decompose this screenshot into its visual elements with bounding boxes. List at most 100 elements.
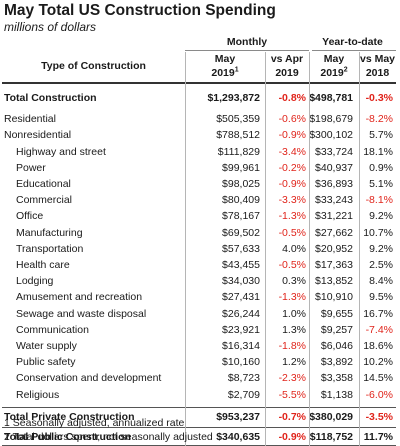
footnote-2: 2 Total dollars spent, not seasonally ad… <box>4 431 213 443</box>
construction-type-label: Office <box>16 210 44 223</box>
vs-may-cell: -8.2% <box>365 113 393 126</box>
vs-apr-cell: -0.6% <box>278 113 306 126</box>
vs-apr-cell: -3.4% <box>278 145 306 158</box>
vs-may-cell: 10.7% <box>363 226 393 239</box>
monthly-cell: $111,829 <box>217 145 260 158</box>
monthly-cell: $10,160 <box>222 356 260 369</box>
monthly-cell: $99,961 <box>222 161 260 174</box>
page-subtitle: millions of dollars <box>4 20 97 34</box>
construction-type-label: Lodging <box>16 275 54 288</box>
vs-apr-cell: -1.3% <box>278 210 306 223</box>
vs-apr-cell: 0.3% <box>282 275 306 288</box>
vs-apr-cell: -3.3% <box>278 194 306 207</box>
construction-type-label: Water supply <box>16 340 77 352</box>
column-divider <box>265 52 266 446</box>
monthly-cell: $23,921 <box>222 323 260 336</box>
construction-type-label: Public safety <box>16 356 76 369</box>
monthly-cell: $16,314 <box>222 340 260 352</box>
monthly-col-header-line1: May <box>214 53 236 65</box>
table-row: Amusement and recreation $27,431 -1.3% $10,… <box>2 290 396 304</box>
ytd-cell: $3,358 <box>320 372 353 385</box>
construction-type-label: Nonresidential <box>4 129 72 142</box>
row-divider <box>2 427 396 428</box>
construction-type-label: Communication <box>16 323 89 336</box>
vs-apr-cell: -0.9% <box>278 431 306 443</box>
construction-type-label: Residential <box>4 113 56 126</box>
ytd-cell: $33,243 <box>315 194 353 207</box>
ytd-cell: $3,892 <box>320 356 353 369</box>
footnote-1: 1 Seasonally adjusted, annualized rate <box>4 417 185 429</box>
monthly-cell: $1,293,872 <box>207 92 260 104</box>
monthly-cell: $8,723 <box>227 372 260 385</box>
monthly-cell: $26,244 <box>222 307 260 320</box>
construction-type-label: Religious <box>16 388 60 401</box>
column-divider <box>185 52 186 446</box>
ytd-cell: $9,655 <box>320 307 353 320</box>
construction-type-label: Highway and street <box>16 145 106 158</box>
construction-type-label: Educational <box>16 178 71 190</box>
vs-apr-cell: 1.2% <box>282 356 306 369</box>
construction-type-label: Transportation <box>16 242 84 255</box>
ytd-cell: $13,852 <box>315 275 353 288</box>
monthly-cell: $98,025 <box>222 178 260 190</box>
vs-may-cell: 10.2% <box>363 356 393 369</box>
vs-may-cell: 9.5% <box>369 291 393 304</box>
vs-apr-cell: -0.9% <box>278 129 306 142</box>
ytd-cell: $6,046 <box>320 340 353 352</box>
vs-may-cell: -8.1% <box>365 194 393 207</box>
monthly-cell: $505,359 <box>216 113 260 126</box>
table-row: Office $78,167 -1.3% $31,221 9.2% <box>2 209 396 223</box>
monthly-cell: $43,455 <box>222 259 260 271</box>
monthly-cell: $953,237 <box>216 410 260 423</box>
ytd-cell: $20,952 <box>315 242 353 255</box>
ytd-cell: $498,781 <box>309 92 353 104</box>
ytd-cell: $36,893 <box>315 178 353 190</box>
monthly-cell: $80,409 <box>222 194 260 207</box>
table-row: Total Public Construction $340,635 -0.9% $1… <box>2 430 396 444</box>
construction-type-label: Total Construction <box>4 92 97 104</box>
type-column-header: Type of Construction <box>41 60 146 72</box>
table-row: Public safety $10,160 1.2% $3,892 10.2% <box>2 355 396 369</box>
table-row: Highway and street $111,829 -3.4% $33,724 18… <box>2 145 396 159</box>
table-row: Health care $43,455 -0.5% $17,363 2.5% <box>2 258 396 272</box>
monthly-cell: $340,635 <box>216 431 260 443</box>
table-row: Sewage and waste disposal $26,244 1.0% $9,6… <box>2 307 396 321</box>
vs-apr-cell: -1.8% <box>278 340 306 352</box>
ytd-group-header: Year-to-date <box>322 36 383 48</box>
monthly-cell: $788,512 <box>216 129 260 142</box>
vs-apr-cell: 1.0% <box>282 307 306 320</box>
ytd-cell: $300,102 <box>309 129 353 142</box>
vs-apr-cell: -0.9% <box>278 178 306 190</box>
construction-type-label: Power <box>16 161 46 174</box>
vs-may-cell: 9.2% <box>369 242 393 255</box>
table-row: Residential $505,359 -0.6% $198,679 -8.2% <box>2 112 396 126</box>
vs-apr-cell: -0.5% <box>278 226 306 239</box>
vs-may-cell: -0.3% <box>365 92 393 104</box>
vs-apr-cell: 4.0% <box>282 242 306 255</box>
table-row: Water supply $16,314 -1.8% $6,046 18.6% <box>2 339 396 353</box>
monthly-cell: $27,431 <box>222 291 260 304</box>
vs-may-cell: -6.0% <box>365 388 393 401</box>
ytd-cell: $33,724 <box>315 145 353 158</box>
row-divider <box>2 406 396 408</box>
ytd-cell: $380,029 <box>309 410 353 423</box>
vs-apr-cell: -1.3% <box>278 291 306 304</box>
table-row: Conservation and development $8,723 -2.3% $… <box>2 371 396 385</box>
ytd-cell: $27,662 <box>315 226 353 239</box>
construction-type-label: Health care <box>16 259 70 271</box>
vs-apr-cell: 1.3% <box>282 323 306 336</box>
page-title: May Total US Construction Spending <box>4 2 276 19</box>
construction-type-label: Amusement and recreation <box>16 291 143 304</box>
monthly-cell: $78,167 <box>222 210 260 223</box>
table-row: Educational $98,025 -0.9% $36,893 5.1% <box>2 177 396 191</box>
ytd-cell: $198,679 <box>309 113 353 126</box>
vs-may-cell: -7.4% <box>365 323 393 336</box>
vs-may-cell: 5.7% <box>369 129 393 142</box>
vs-apr-cell: -5.5% <box>278 388 306 401</box>
table-row: Power $99,961 -0.2% $40,937 0.9% <box>2 161 396 175</box>
table-row: Religious $2,709 -5.5% $1,138 -6.0% <box>2 388 396 402</box>
ytd-cell: $118,752 <box>309 431 353 443</box>
ytd-cell: $9,257 <box>320 323 353 336</box>
construction-type-label: Total Public Construction <box>4 431 131 443</box>
monthly-group-header: Monthly <box>226 36 268 48</box>
